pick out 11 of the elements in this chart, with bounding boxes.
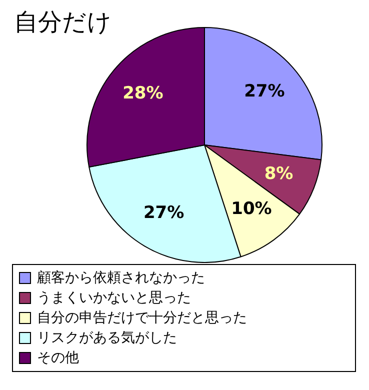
legend-label: 顧客から依頼されなかった xyxy=(37,269,205,288)
data-label: 10% xyxy=(231,199,272,220)
legend-label: うまくいかないと思った xyxy=(37,289,191,308)
data-label: 28% xyxy=(122,83,164,104)
legend-label: リスクがある気がした xyxy=(37,329,177,348)
data-label: 27% xyxy=(143,203,184,224)
legend-label: その他 xyxy=(37,349,79,368)
legend-label: 自分の申告だけで十分だと思った xyxy=(37,309,247,328)
data-label: 8% xyxy=(264,164,294,184)
chart-title: 自分だけ xyxy=(14,7,112,38)
data-label: 27% xyxy=(244,82,285,102)
